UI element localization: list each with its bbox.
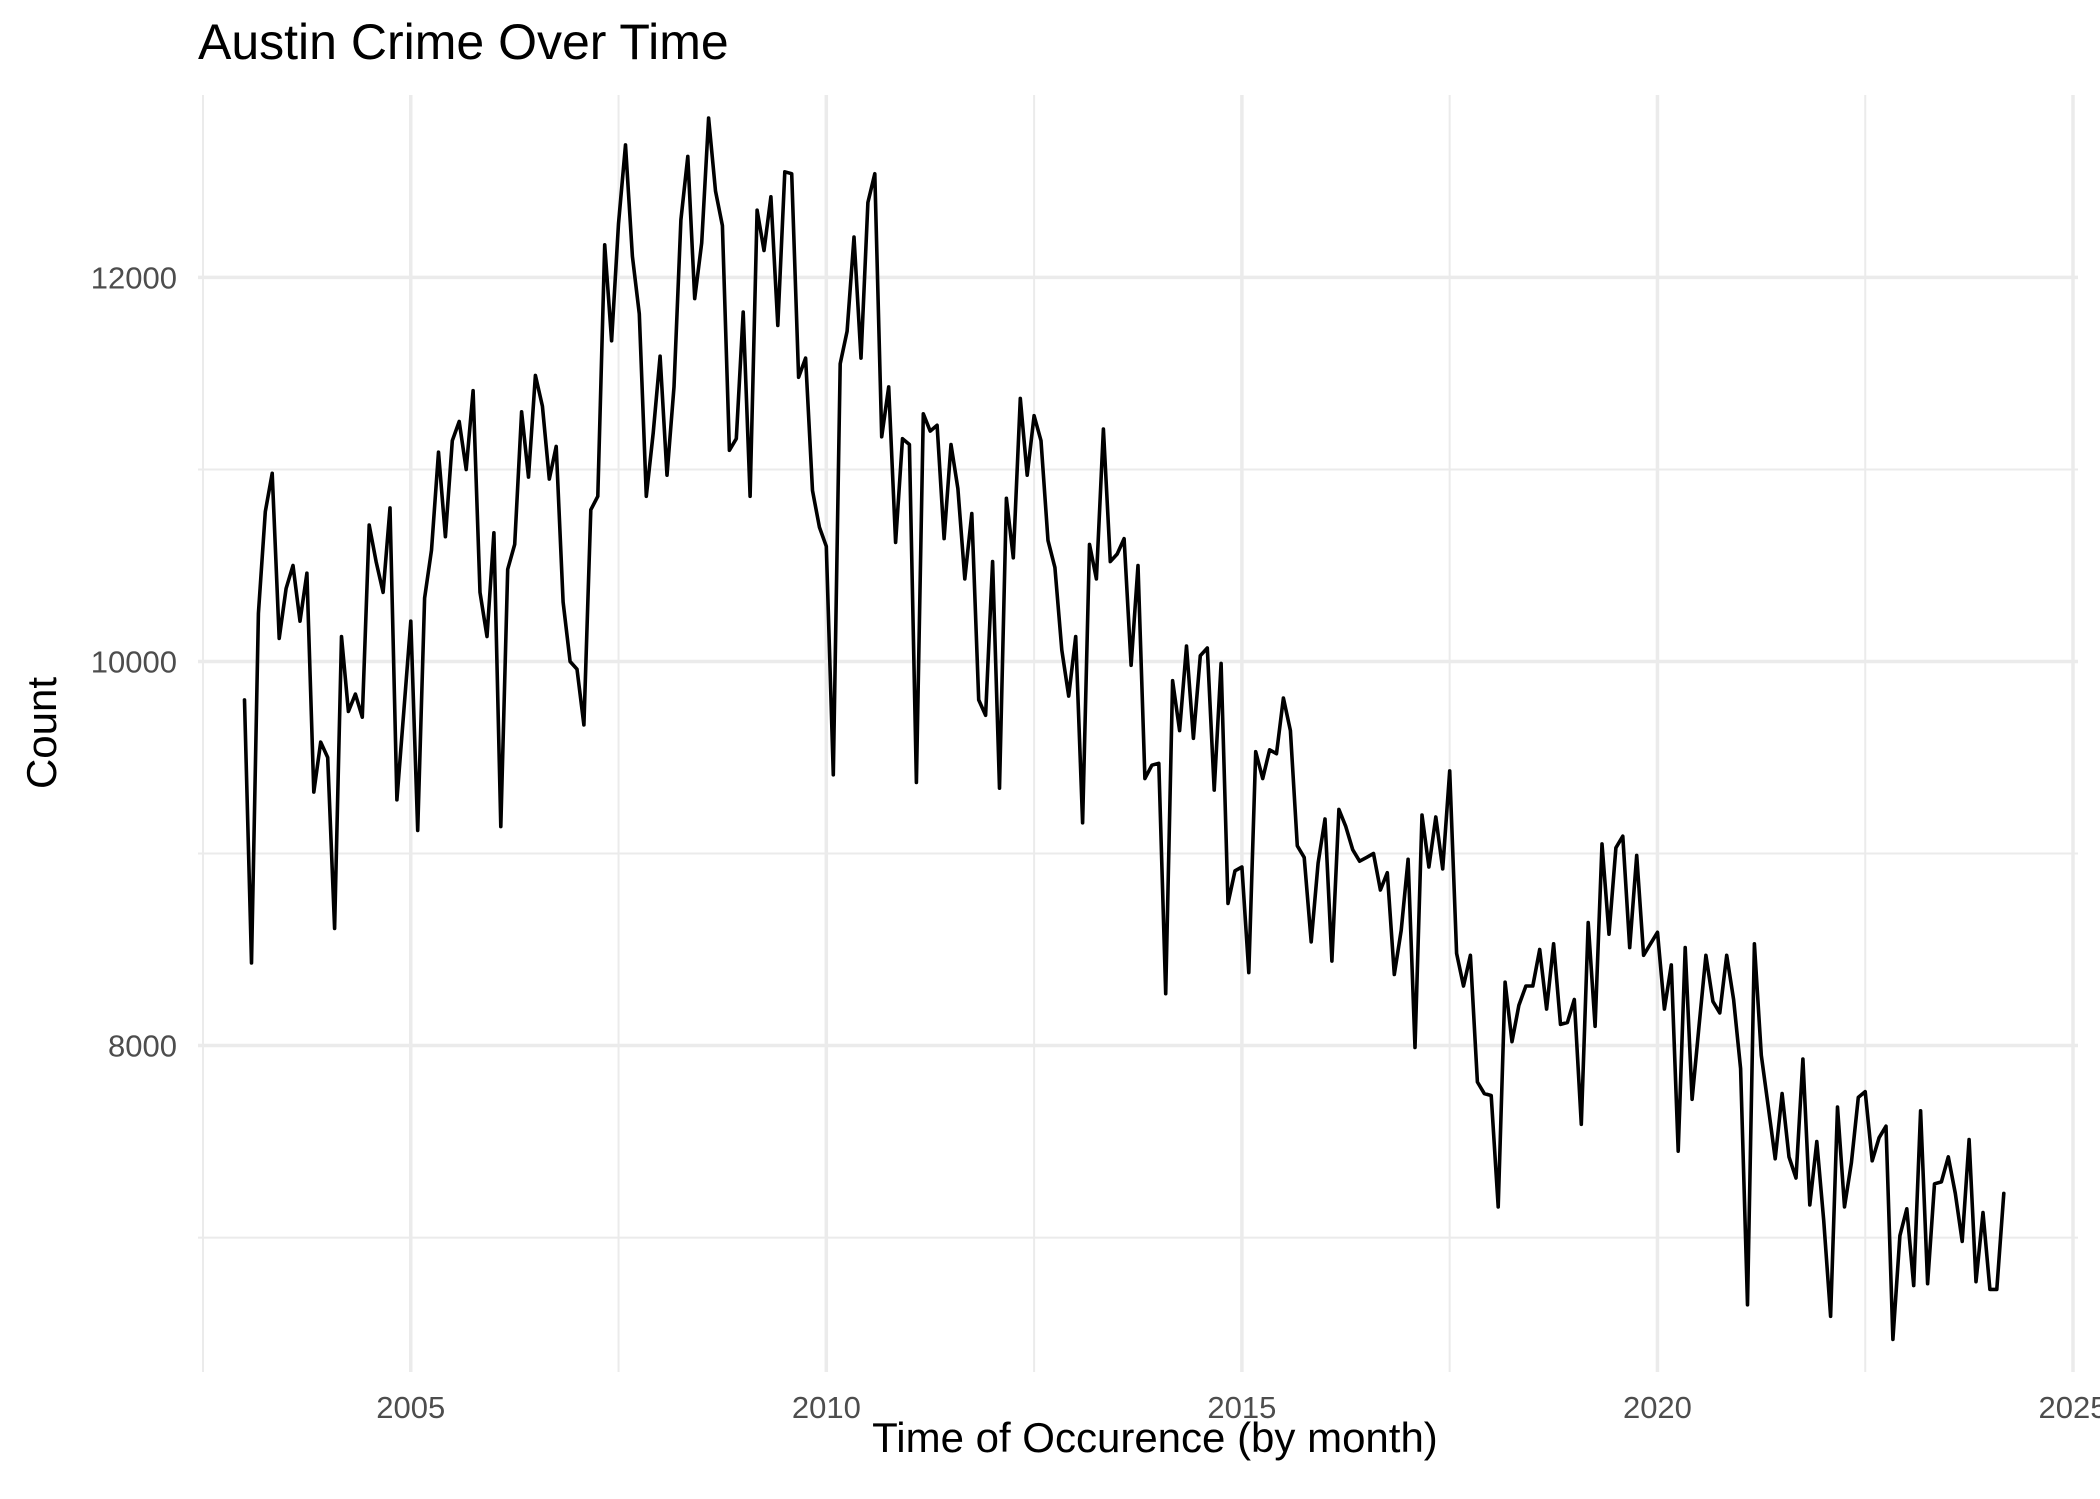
y-tick-label: 8000 — [108, 1029, 177, 1064]
chart-title: Austin Crime Over Time — [198, 14, 729, 70]
tick-labels: 2005 2010 2015 2020 2025 8000 10000 12000 — [91, 260, 2100, 1425]
x-tick-label: 2005 — [376, 1390, 445, 1425]
y-tick-label: 10000 — [91, 644, 177, 679]
x-tick-label: 2010 — [792, 1390, 861, 1425]
x-tick-label: 2015 — [1207, 1390, 1276, 1425]
y-tick-label: 12000 — [91, 260, 177, 295]
series-layer — [242, 116, 2006, 1342]
series-line — [242, 116, 2006, 1342]
x-tick-label: 2025 — [2039, 1390, 2100, 1425]
x-axis-title: Time of Occurence (by month) — [872, 1414, 1438, 1461]
x-tick-label: 2020 — [1623, 1390, 1692, 1425]
y-axis-title: Count — [18, 677, 65, 789]
grid-layer — [198, 95, 2078, 1372]
